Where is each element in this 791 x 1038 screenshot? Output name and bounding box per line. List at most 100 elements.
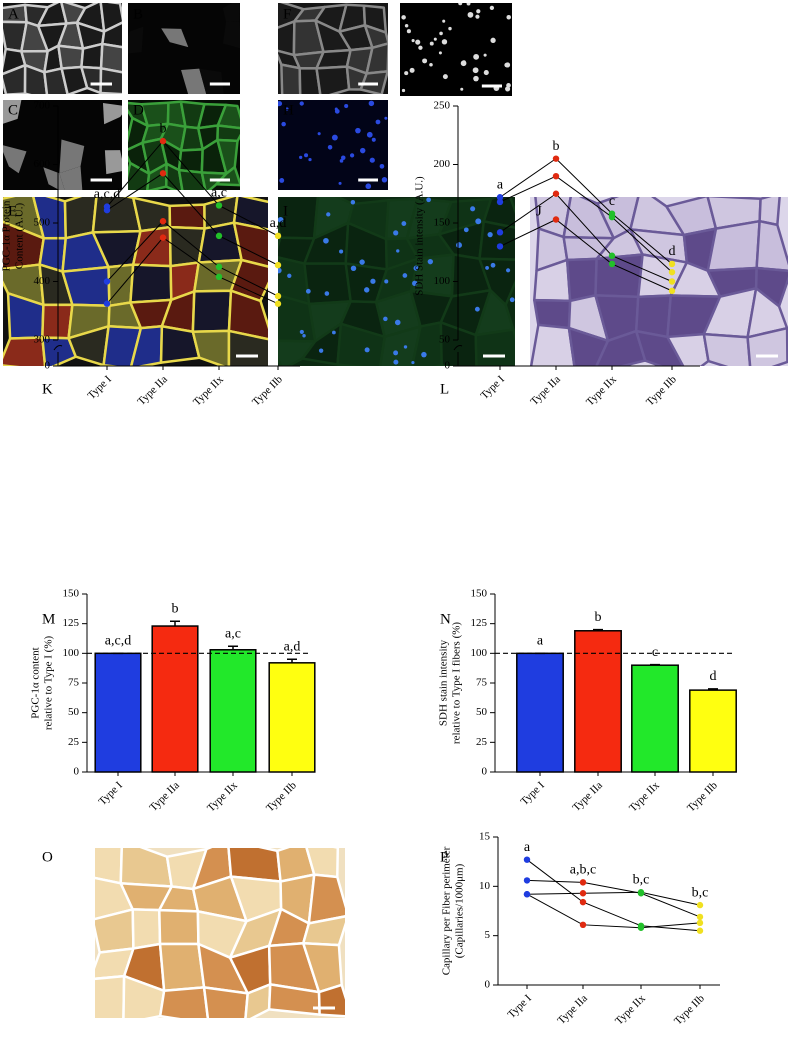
micrograph-content (530, 197, 788, 366)
data-point (696, 913, 704, 921)
nucleus (324, 291, 330, 296)
significance-label: a,d (270, 216, 287, 231)
data-point (637, 924, 645, 931)
x-tick-label: Type IIx (191, 373, 226, 408)
panel-label: L (440, 381, 449, 397)
panel-label: P (440, 849, 448, 865)
nucleus (379, 163, 385, 169)
x-tick-label: Type I (85, 373, 114, 402)
nucleus (281, 121, 286, 127)
significance-label: a,b,c (570, 863, 596, 878)
significance-label: b (553, 139, 560, 154)
micrograph (95, 848, 345, 1018)
nucleus (490, 262, 496, 268)
data-point (496, 198, 504, 206)
y-tick-label: 25 (68, 736, 80, 748)
micrograph-content (400, 3, 512, 96)
nucleus (429, 62, 433, 67)
cell (439, 321, 478, 366)
nucleus (458, 3, 463, 6)
data-point (668, 268, 676, 276)
nucleus (285, 107, 289, 111)
x-tick-label: Type IIb (672, 992, 707, 1027)
x-tick-label: Type I (518, 779, 547, 808)
cell (530, 323, 576, 366)
nucleus (364, 287, 370, 293)
micrograph (3, 100, 122, 190)
nucleus (369, 157, 375, 163)
y-axis-label: relative to Type I (%) (43, 636, 55, 731)
y-tick-label: 0 (445, 360, 451, 372)
panel-label: I (283, 203, 288, 219)
y-tick-label: 50 (476, 706, 488, 718)
subject-line (526, 859, 701, 932)
cell (104, 150, 122, 175)
cell (227, 329, 268, 366)
panel-label: G (405, 6, 416, 22)
data-point (159, 137, 167, 145)
nucleus (339, 249, 344, 254)
panel-label: J (536, 203, 542, 219)
bar (516, 652, 564, 773)
micrograph-content (278, 197, 515, 366)
bar (268, 662, 316, 773)
cell (565, 257, 598, 303)
subject-line (526, 879, 701, 918)
y-tick-label: 150 (434, 217, 451, 229)
nucleus (299, 329, 304, 334)
nucleus (326, 212, 331, 217)
y-tick-label: 600 (34, 158, 51, 170)
y-tick-label: 0 (485, 979, 491, 991)
data-point (496, 229, 504, 236)
cell (758, 197, 781, 227)
data-point (274, 292, 282, 300)
nucleus (302, 334, 306, 338)
nucleus (476, 9, 481, 14)
y-tick-label: 100 (63, 647, 80, 659)
error-bar (593, 628, 603, 631)
data-point (523, 856, 531, 863)
micrograph-background (128, 3, 240, 94)
cell (202, 986, 249, 1018)
nucleus (318, 348, 324, 353)
cell (3, 145, 27, 174)
x-tick-label: Type IIa (555, 992, 590, 1027)
panel-label: F (283, 6, 291, 22)
cell (95, 974, 126, 1018)
nucleus (456, 242, 462, 249)
cell (177, 168, 207, 190)
nucleus (442, 19, 446, 23)
cell (119, 848, 173, 888)
nucleus (287, 273, 292, 278)
subject-line (526, 893, 701, 929)
x-tick-label: Type IIa (147, 779, 182, 814)
axis-break (453, 345, 463, 351)
nucleus (393, 230, 399, 236)
nucleus (278, 101, 283, 107)
error-bar (287, 658, 297, 663)
cell (95, 848, 124, 885)
micrograph (530, 197, 788, 366)
y-tick-label: 75 (68, 677, 80, 689)
data-point (215, 232, 223, 240)
nucleus (475, 14, 480, 19)
nucleus (331, 330, 336, 335)
micrograph (278, 197, 515, 366)
y-axis-label: Content (A.U.) (14, 203, 26, 270)
nucleus (441, 39, 448, 45)
nucleus (442, 74, 448, 80)
cell (128, 161, 151, 190)
nucleus (411, 39, 415, 43)
cell (102, 325, 143, 366)
cell (57, 44, 85, 70)
micrograph-content (128, 3, 240, 94)
nucleus (317, 132, 321, 136)
y-tick-label: 15 (479, 831, 491, 843)
cell (59, 139, 85, 174)
nucleus (426, 197, 431, 203)
cell (131, 908, 162, 950)
nucleus (401, 88, 406, 93)
x-tick-label: Type I (478, 373, 507, 402)
nucleus (404, 23, 409, 28)
significance-label: a,c,d (94, 187, 120, 202)
